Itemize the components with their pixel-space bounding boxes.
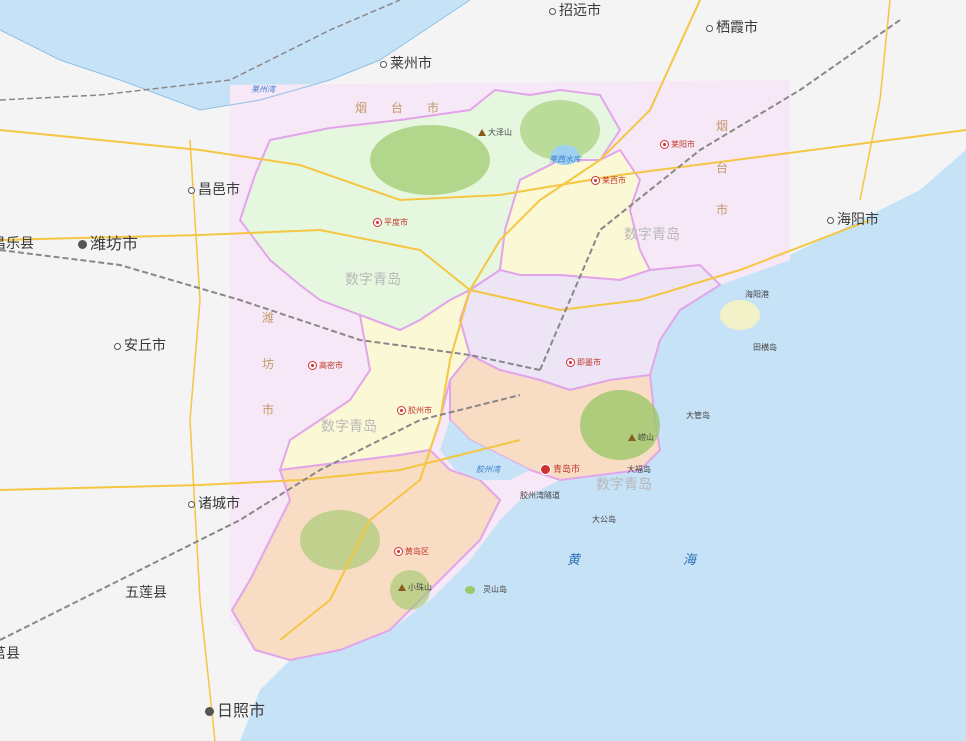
capital-marker-icon	[540, 464, 551, 475]
sea-label: 黄	[567, 553, 581, 568]
city-label[interactable]: 招远市	[549, 3, 601, 19]
highway	[0, 439, 521, 491]
district-label[interactable]: 莱西市	[591, 173, 626, 189]
region-label-yantai-v: 台	[716, 161, 729, 175]
region-label-yantai-v: 市	[716, 203, 729, 217]
railway	[539, 19, 901, 371]
watermark: 数字青岛	[624, 227, 680, 243]
city-label[interactable]: 昌邑市	[188, 182, 240, 198]
district-label-capital[interactable]: 青岛市	[540, 462, 580, 478]
filled-circle-icon	[78, 240, 87, 249]
city-label[interactable]: 昌乐县	[0, 236, 34, 252]
city-label[interactable]: 五莲县	[125, 585, 167, 601]
region-label-yantai-v: 烟	[716, 119, 729, 133]
city-marker-icon	[397, 406, 406, 415]
tunnel-label: 胶州湾隧道	[520, 491, 560, 500]
city-label[interactable]: 安丘市	[114, 338, 166, 354]
circle-icon	[549, 7, 556, 15]
highway	[469, 219, 871, 312]
highway	[0, 129, 966, 202]
circle-icon	[827, 216, 834, 224]
island-label: 灵山岛	[483, 585, 507, 594]
district-label[interactable]: 高密市	[308, 358, 343, 374]
port-label: 海阳港	[745, 290, 769, 299]
city-label[interactable]: 潍坊市	[78, 236, 138, 252]
highway	[0, 228, 471, 291]
city-marker-icon	[308, 361, 317, 370]
railway	[0, 0, 401, 101]
watermark: 数字青岛	[321, 419, 377, 435]
city-marker-icon	[394, 547, 403, 556]
laoshan-terrain	[580, 390, 660, 460]
district-label[interactable]: 胶州市	[397, 403, 432, 419]
district-label[interactable]: 黄岛区	[394, 544, 429, 560]
region-label-weifang-v: 潍	[262, 311, 275, 325]
filled-circle-icon	[205, 707, 214, 716]
highway	[469, 0, 701, 291]
mountain-icon	[628, 434, 636, 441]
mountain-label: 崂山	[628, 430, 654, 446]
district-label[interactable]: 莱阳市	[660, 137, 695, 153]
island-label: 田横岛	[753, 343, 777, 352]
district-label[interactable]: 即墨市	[566, 355, 601, 371]
island	[465, 586, 475, 594]
city-marker-icon	[591, 176, 600, 185]
island	[720, 300, 760, 330]
district-label[interactable]: 平度市	[373, 215, 408, 231]
city-marker-icon	[660, 140, 669, 149]
city-label[interactable]: 日照市	[205, 703, 265, 719]
region-label-weifang-v: 坊	[262, 357, 275, 371]
reservoir	[551, 145, 579, 165]
island-label: 大福岛	[627, 465, 651, 474]
laixi-terrain	[520, 100, 600, 160]
coastline-north	[0, 0, 471, 111]
island-label: 大管岛	[686, 411, 710, 420]
mountain-label: 小珠山	[398, 580, 432, 596]
highway	[279, 289, 471, 641]
region-label-yantai: 烟台市	[355, 101, 464, 115]
city-label[interactable]: 莱州市	[380, 56, 432, 72]
highway	[859, 0, 891, 201]
city-label[interactable]: 诸城市	[188, 496, 240, 512]
city-marker-icon	[373, 218, 382, 227]
water-label: 莱州湾	[251, 85, 275, 94]
huangdao-terrain	[300, 510, 380, 570]
region-label-weifang-v: 市	[262, 403, 275, 417]
mountain-icon	[398, 584, 406, 591]
city-marker-icon	[566, 358, 575, 367]
circle-icon	[706, 24, 713, 32]
railway	[0, 249, 541, 371]
railway	[0, 394, 521, 641]
water-label: 胶州湾	[476, 465, 500, 474]
jiaozhou-bay	[440, 420, 530, 480]
circle-icon	[380, 60, 387, 68]
watermark: 数字青岛	[596, 477, 652, 493]
water-label: 莱西水库	[549, 155, 581, 164]
city-label[interactable]: 海阳市	[827, 212, 879, 228]
sea-label: 海	[683, 553, 697, 568]
city-label[interactable]: 栖霞市	[706, 20, 758, 36]
city-label[interactable]: 莒县	[0, 646, 20, 662]
dazeshan-terrain	[370, 125, 490, 195]
watermark: 数字青岛	[345, 272, 401, 288]
island-label: 大公岛	[592, 515, 616, 524]
mountain-label: 大泽山	[478, 125, 512, 141]
mountain-icon	[478, 129, 486, 136]
highway	[189, 139, 216, 741]
circle-icon	[188, 186, 195, 194]
circle-icon	[114, 342, 121, 350]
xiaozhu-terrain	[390, 570, 430, 610]
circle-icon	[188, 500, 195, 508]
